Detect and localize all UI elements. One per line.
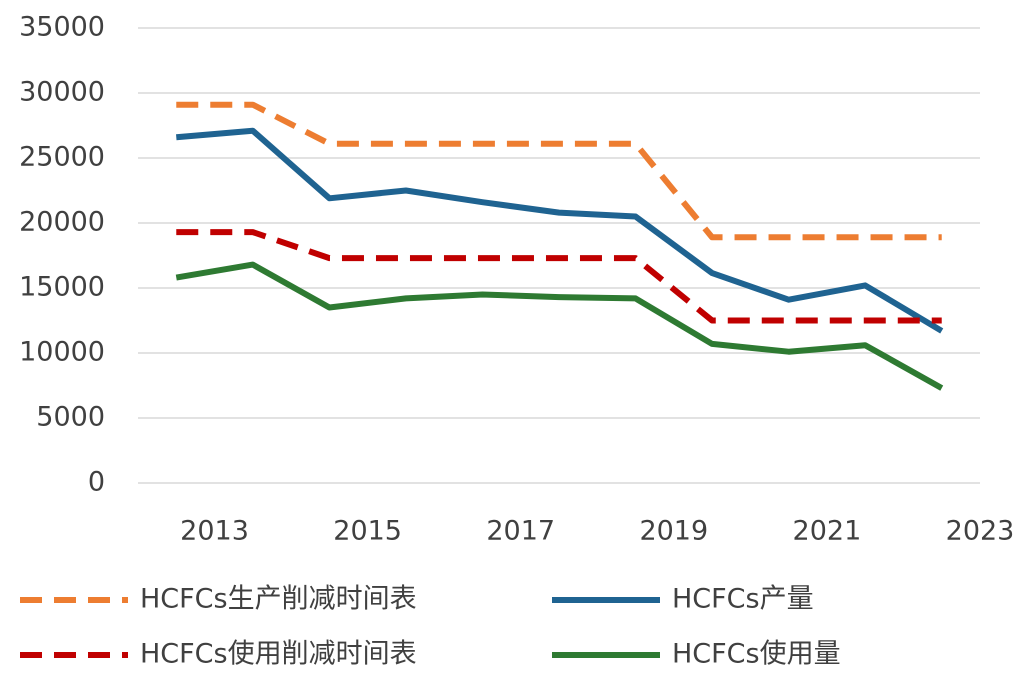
x-tick-label: 2015	[333, 516, 402, 547]
x-tick-label: 2021	[793, 516, 862, 547]
series-line	[176, 127, 944, 334]
x-tick-label: 2013	[180, 516, 249, 547]
y-tick-label: 5000	[36, 402, 105, 433]
legend-label: HCFCs使用削减时间表	[140, 639, 417, 670]
y-tick-label: 10000	[19, 337, 105, 368]
y-tick-label: 15000	[19, 272, 105, 303]
y-tick-label: 30000	[19, 77, 105, 108]
x-tick-label: 2017	[486, 516, 555, 547]
y-tick-label: 20000	[19, 207, 105, 238]
y-tick-label: 35000	[19, 12, 105, 43]
y-tick-label: 25000	[19, 142, 105, 173]
legend-label: HCFCs产量	[672, 584, 814, 615]
series-line	[175, 261, 944, 391]
legend-label: HCFCs生产削减时间表	[140, 584, 417, 615]
x-tick-label: 2019	[639, 516, 708, 547]
y-tick-label: 0	[88, 467, 105, 498]
series-line	[176, 101, 942, 241]
series-line	[176, 229, 942, 324]
x-tick-label: 2023	[946, 516, 1015, 547]
legend-label: HCFCs使用量	[672, 639, 841, 670]
